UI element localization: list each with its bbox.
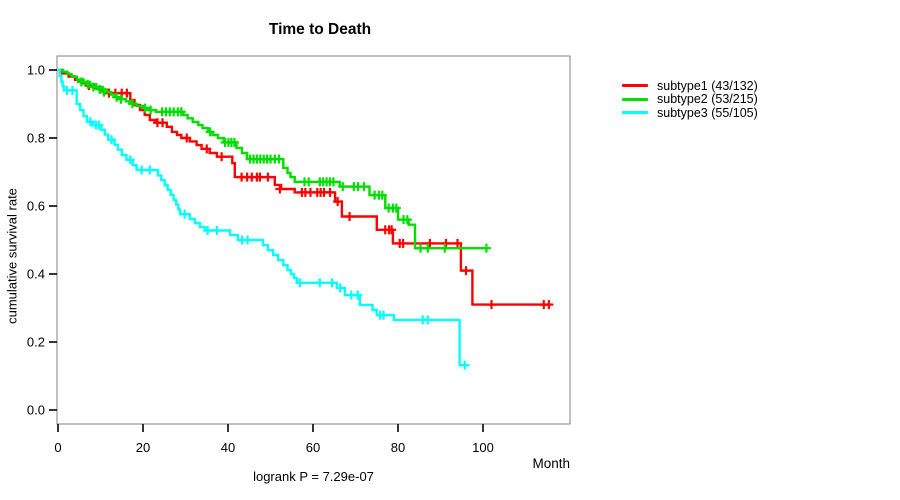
chart-title: Time to Death — [268, 21, 372, 38]
legend-line-swatch — [622, 97, 648, 101]
x-axis-label: Month — [532, 456, 570, 471]
x-axis-tick-label: 40 — [221, 440, 235, 455]
x-axis-tick-label: 20 — [136, 440, 150, 455]
legend-line-swatch — [622, 111, 648, 115]
x-axis-tick-label: 0 — [54, 440, 61, 455]
logrank-pvalue-annotation: logrank P = 7.29e-07 — [253, 469, 374, 484]
legend-item-subtype1: subtype1 (43/132) — [622, 79, 758, 93]
legend-label: subtype3 (55/105) — [657, 105, 758, 120]
x-axis-tick-label: 100 — [472, 440, 494, 455]
plot-box — [56, 55, 571, 425]
legend-line-swatch — [622, 84, 648, 88]
legend: subtype1 (43/132) subtype2 (53/215) subt… — [622, 79, 758, 120]
y-axis-tick-label: 0.0 — [27, 403, 45, 418]
y-axis-tick-label: 0.4 — [27, 267, 45, 282]
y-axis-tick-label: 0.2 — [27, 335, 45, 350]
x-axis-tick-label: 80 — [391, 440, 405, 455]
survival-curve-2 — [58, 68, 488, 250]
y-axis-tick-label: 0.8 — [27, 131, 45, 146]
legend-item-subtype3: subtype3 (55/105) — [622, 106, 758, 120]
legend-label: subtype2 (53/215) — [657, 92, 758, 107]
legend-item-subtype2: subtype2 (53/215) — [622, 92, 758, 107]
legend-label: subtype1 (43/132) — [657, 78, 758, 93]
x-axis-tick-label: 60 — [306, 440, 320, 455]
y-axis-tick-label: 1.0 — [27, 63, 45, 78]
y-axis-tick-label: 0.6 — [27, 199, 45, 214]
